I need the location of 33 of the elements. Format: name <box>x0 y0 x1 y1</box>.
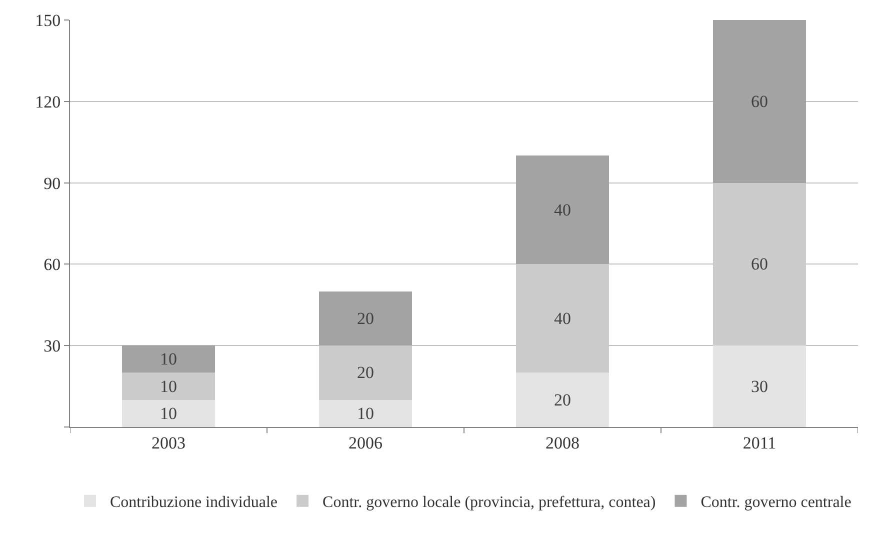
legend-label: Contr. governo locale (provincia, prefettura, contea) <box>322 494 656 512</box>
data-label: 60 <box>751 254 768 274</box>
data-label: 60 <box>751 92 768 111</box>
x-tick-label: 2008 <box>546 433 580 452</box>
y-tick-label: 30 <box>44 336 61 356</box>
data-label: 10 <box>160 376 177 396</box>
bar <box>122 400 215 427</box>
bar <box>516 156 609 264</box>
bar <box>122 372 215 400</box>
bar <box>122 346 215 373</box>
data-label: 20 <box>357 308 374 328</box>
data-label: 30 <box>751 376 768 396</box>
y-tick-label: 120 <box>35 92 61 112</box>
y-tick-label: 90 <box>44 174 61 193</box>
data-label: 10 <box>160 350 177 369</box>
legend-label: Contribuzione individuale <box>110 494 278 512</box>
bar <box>713 346 806 427</box>
data-label: 10 <box>160 404 177 423</box>
data-label: 40 <box>554 308 572 328</box>
data-label: 20 <box>357 363 374 382</box>
bar <box>319 291 412 346</box>
y-tick-label: 60 <box>44 255 61 274</box>
x-tick-label: 2006 <box>348 433 382 452</box>
x-tick-label: 2011 <box>742 433 776 452</box>
y-tick-label: 150 <box>35 10 61 30</box>
bar <box>319 400 412 427</box>
data-label: 40 <box>554 200 572 220</box>
bar <box>516 372 609 427</box>
legend-label: Contr. governo centrale <box>700 494 852 512</box>
bar <box>713 20 806 183</box>
x-tick-label: 2003 <box>152 433 186 452</box>
data-label: 10 <box>357 404 374 423</box>
data-label: 20 <box>554 390 572 410</box>
